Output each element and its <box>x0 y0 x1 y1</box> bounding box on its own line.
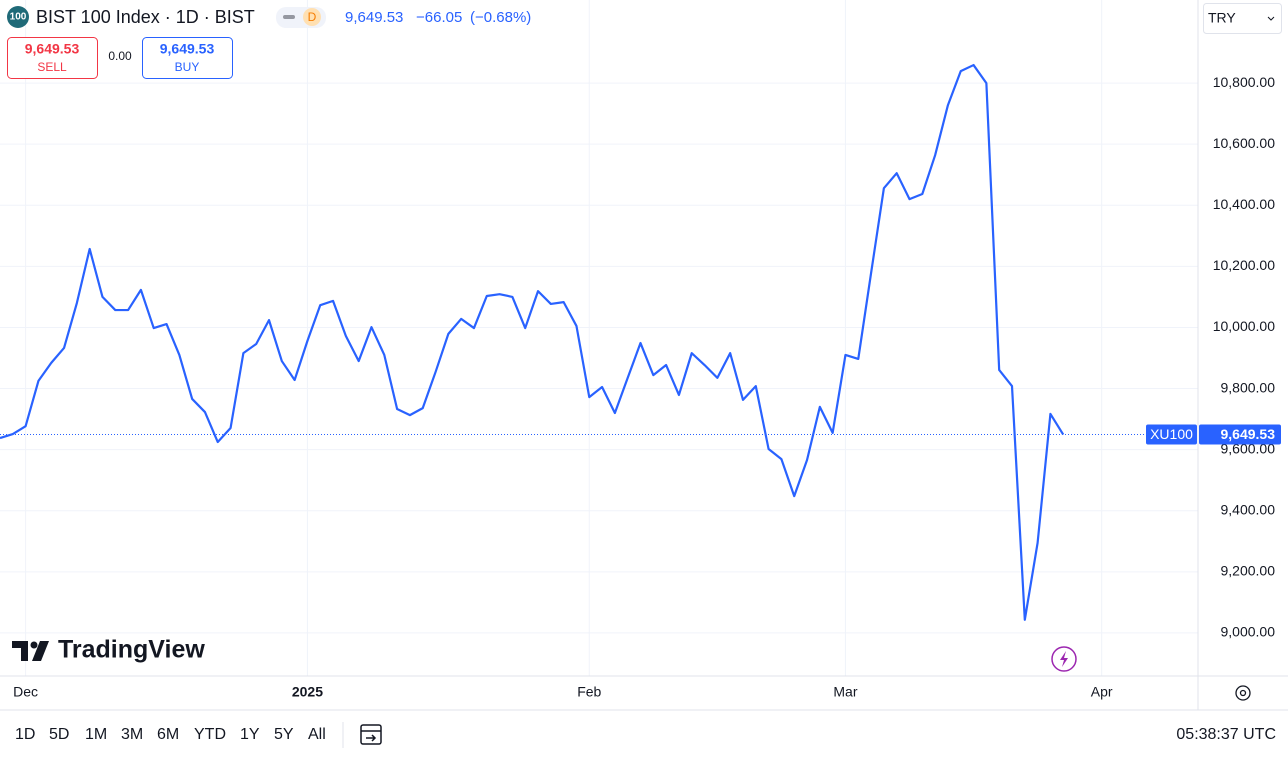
tradingview-logo: TradingView <box>12 636 205 664</box>
price-line <box>0 63 1065 621</box>
gear-center <box>1239 689 1247 697</box>
symbol-badge[interactable] <box>7 6 29 28</box>
logo-mark <box>32 641 49 661</box>
header-change: −66.05 <box>416 9 462 26</box>
settings-icon[interactable] <box>1235 685 1251 701</box>
range-button[interactable]: 5Y <box>274 726 294 743</box>
range-button[interactable]: 6M <box>157 726 179 743</box>
symbol-tag-text: XU100 <box>1150 426 1193 442</box>
sell-label: SELL <box>37 60 67 74</box>
y-tick-label: 10,400.00 <box>1213 196 1275 212</box>
symbol-badge-text: 100 <box>10 12 27 23</box>
y-tick-label: 10,600.00 <box>1213 135 1275 151</box>
header-change-percent: (−0.68%) <box>470 9 531 26</box>
buy-price: 9,649.53 <box>160 41 215 57</box>
range-button[interactable]: 3M <box>121 726 143 743</box>
range-button[interactable]: 5D <box>49 726 69 743</box>
y-tick-label: 9,800.00 <box>1221 379 1276 395</box>
range-bar: 1D 5D 1M 3M 6M YTD 1Y 5Y All <box>15 722 344 748</box>
flash-bolt <box>1060 651 1068 667</box>
symbol-tag <box>1146 424 1197 445</box>
x-tick-label: Feb <box>577 684 601 700</box>
range-button[interactable]: 1M <box>85 726 107 743</box>
grid <box>0 0 1198 676</box>
plot <box>0 63 1146 621</box>
logo-mark <box>12 641 28 661</box>
spread: 0.00 <box>108 49 132 63</box>
symbol-title[interactable]: BIST 100 Index · 1D · BIST <box>36 7 255 27</box>
y-tick-label: 9,000.00 <box>1221 624 1276 640</box>
currency-caret <box>1267 16 1275 21</box>
currency: TRY <box>1208 10 1236 26</box>
delay-badge-text: D <box>308 10 317 24</box>
range-button[interactable]: YTD <box>194 726 226 743</box>
delay-badge <box>303 8 321 26</box>
x-tick-label: Apr <box>1091 684 1113 700</box>
y-tick-label: 10,800.00 <box>1213 74 1275 90</box>
x-tick-label: 2025 <box>292 684 323 700</box>
calendar <box>360 724 382 745</box>
y-tick-label: 9,400.00 <box>1221 501 1276 517</box>
y-tick-label: 9,200.00 <box>1221 563 1276 579</box>
status-dot <box>283 15 295 19</box>
currency-button[interactable] <box>1203 3 1282 34</box>
range-button[interactable]: 1D <box>15 726 35 743</box>
gear <box>1235 685 1251 701</box>
logo-text: TradingView <box>58 636 205 664</box>
y-tick-label: 10,200.00 <box>1213 257 1275 273</box>
buy-button[interactable] <box>142 37 233 79</box>
price-tag <box>1199 424 1281 445</box>
y-tick-label: 10,000.00 <box>1213 318 1275 334</box>
header-price: 9,649.53 <box>345 9 403 26</box>
x-tick-label: Mar <box>833 684 857 700</box>
sell-price: 9,649.53 <box>25 41 80 57</box>
calendar-icon[interactable] <box>360 724 382 745</box>
sell-button[interactable] <box>7 37 98 79</box>
buy-label: BUY <box>175 60 200 74</box>
calendar-arrow <box>366 734 377 742</box>
range-button[interactable]: 1Y <box>240 726 260 743</box>
price-tag-text: 9,649.53 <box>1221 426 1276 442</box>
logo-mark <box>30 641 38 649</box>
clock: 05:38:37 UTC <box>1176 726 1276 743</box>
x-tick-label: Dec <box>13 684 38 700</box>
range-button[interactable]: All <box>308 726 326 743</box>
